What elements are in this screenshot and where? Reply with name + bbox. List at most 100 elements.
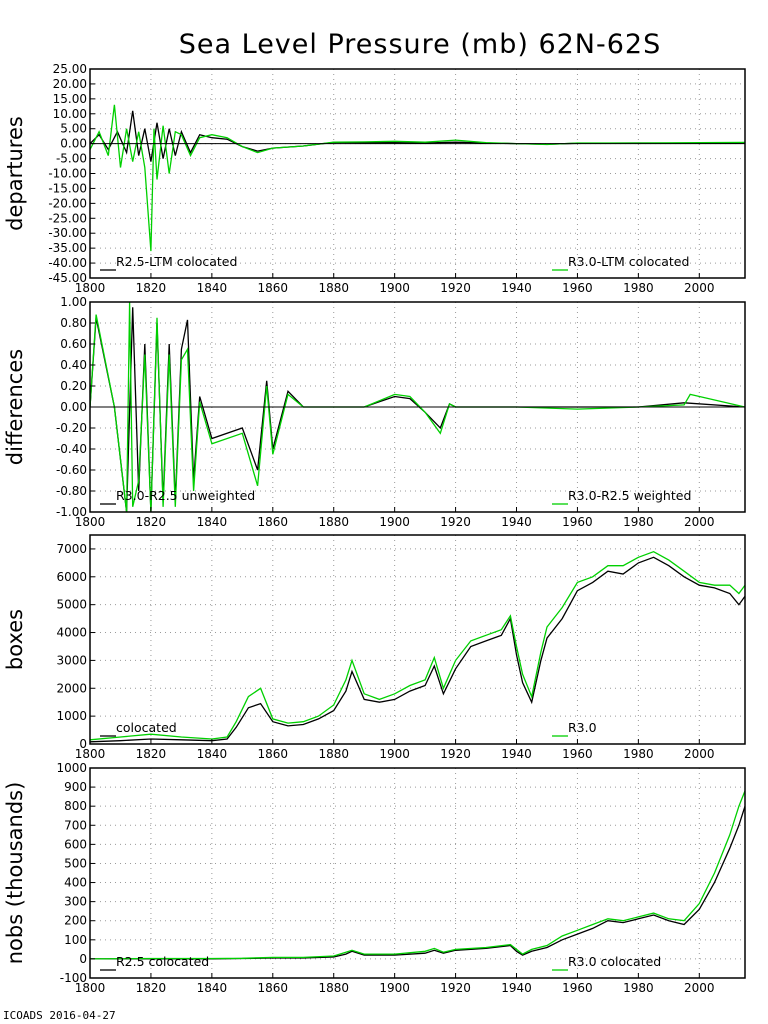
x-tick-label: 2000 xyxy=(684,515,715,529)
x-tick-label: 1980 xyxy=(623,515,654,529)
panel-differences: 1800 1820 1840 1860 1880 1900 1920 1940 1960 1980… xyxy=(3,295,746,529)
series-line-r25 xyxy=(90,307,745,512)
x-tick-label: 1900 xyxy=(379,281,410,295)
y-tick-label: -100 xyxy=(60,971,87,985)
y-tick-label: -45.00 xyxy=(48,271,87,285)
x-tick-label: 1940 xyxy=(501,747,532,761)
plot-frame xyxy=(89,534,746,745)
y-tick-label: 0.00 xyxy=(60,400,87,414)
y-tick-label: -1.00 xyxy=(56,505,87,519)
y-tick-label: -40.00 xyxy=(48,256,87,270)
x-tick-label: 1860 xyxy=(258,281,289,295)
x-tick-label: 1920 xyxy=(440,515,471,529)
y-tick-label: 10.00 xyxy=(53,107,87,121)
series-line-r30 xyxy=(90,104,745,252)
chart-panels: 1800 1820 1840 1860 1880 1900 1920 1940 1960 1980… xyxy=(3,62,746,995)
x-tick-label: 1840 xyxy=(197,515,228,529)
x-tick-label: 1880 xyxy=(318,747,349,761)
y-tick-label: 500 xyxy=(64,856,87,870)
y-tick-label: 7000 xyxy=(56,542,87,556)
y-tick-label: 0 xyxy=(79,737,87,751)
x-tick-label: 2000 xyxy=(684,747,715,761)
x-tick-label: 1960 xyxy=(562,747,593,761)
y-tick-label: 900 xyxy=(64,780,87,794)
x-tick-label: 1860 xyxy=(258,981,289,995)
y-tick-label: 400 xyxy=(64,876,87,890)
plot-frame xyxy=(89,767,746,979)
series-line-r25 xyxy=(90,556,745,743)
y-tick-label: 5.00 xyxy=(60,122,87,136)
x-tick-label: 1960 xyxy=(562,981,593,995)
x-tick-label: 1860 xyxy=(258,515,289,529)
x-tick-label: 1800 xyxy=(75,281,106,295)
y-tick-label: 0.60 xyxy=(60,337,87,351)
x-tick-label: 1980 xyxy=(623,281,654,295)
x-tick-label: 1940 xyxy=(501,281,532,295)
legend-label: R2.5 colocated xyxy=(116,954,209,969)
x-tick-label: 2000 xyxy=(684,281,715,295)
legend-label: R3.0 colocated xyxy=(568,954,661,969)
y-axis-label: differences xyxy=(3,349,27,465)
legend-label: R3.0-R2.5 weighted xyxy=(568,488,691,503)
legend-label: R3.0 xyxy=(568,720,597,735)
plot-frame xyxy=(89,68,746,279)
x-tick-label: 1880 xyxy=(318,281,349,295)
y-tick-label: 0.00 xyxy=(60,137,87,151)
x-tick-label: 1840 xyxy=(197,281,228,295)
x-tick-label: 1920 xyxy=(440,281,471,295)
y-tick-label: -0.60 xyxy=(56,463,87,477)
x-tick-label: 1960 xyxy=(562,281,593,295)
y-tick-label: 1.00 xyxy=(60,295,87,309)
y-axis-label: nobs (thousands) xyxy=(3,782,27,965)
x-tick-label: 1900 xyxy=(379,515,410,529)
x-tick-label: 1800 xyxy=(75,747,106,761)
y-tick-label: 0.20 xyxy=(60,379,87,393)
y-tick-label: 20.00 xyxy=(53,77,87,91)
y-tick-label: -0.40 xyxy=(56,442,87,456)
x-tick-label: 1940 xyxy=(501,981,532,995)
y-tick-label: 200 xyxy=(64,914,87,928)
x-tick-label: 1880 xyxy=(318,981,349,995)
x-tick-label: 1860 xyxy=(258,747,289,761)
series-line-r30 xyxy=(90,790,745,960)
y-tick-label: -20.00 xyxy=(48,196,87,210)
x-tick-label: 1940 xyxy=(501,515,532,529)
x-tick-label: 1920 xyxy=(440,981,471,995)
x-tick-label: 1840 xyxy=(197,981,228,995)
x-tick-label: 1820 xyxy=(136,281,167,295)
panel-boxes: 1800 1820 1840 1860 1880 1900 1920 1940 1960 1980… xyxy=(3,534,746,761)
x-tick-label: 1820 xyxy=(136,981,167,995)
y-axis-label: departures xyxy=(3,116,27,231)
y-tick-label: -0.80 xyxy=(56,484,87,498)
series-line-r30 xyxy=(90,550,745,741)
y-tick-label: 300 xyxy=(64,895,87,909)
footer-text: ICOADS 2016-04-27 xyxy=(3,1009,116,1022)
x-tick-label: 1800 xyxy=(75,515,106,529)
series-line-r25 xyxy=(90,110,745,162)
x-tick-label: 1920 xyxy=(440,747,471,761)
y-tick-label: -15.00 xyxy=(48,181,87,195)
panel-nobs: 1800 1820 1840 1860 1880 1900 1920 1940 1960 1980… xyxy=(3,761,746,995)
y-axis-label: boxes xyxy=(3,609,27,670)
x-tick-label: 1900 xyxy=(379,747,410,761)
x-tick-label: 1820 xyxy=(136,515,167,529)
y-tick-label: 100 xyxy=(64,933,87,947)
y-tick-label: 4000 xyxy=(56,626,87,640)
chart-title: Sea Level Pressure (mb) 62N-62S xyxy=(179,29,662,60)
x-tick-label: 1880 xyxy=(318,515,349,529)
y-tick-label: 6000 xyxy=(56,570,87,584)
x-tick-label: 1820 xyxy=(136,747,167,761)
legend-label: R3.0-LTM colocated xyxy=(568,254,689,269)
legend-label: colocated xyxy=(116,720,177,735)
y-tick-label: 0.40 xyxy=(60,358,87,372)
x-tick-label: 2000 xyxy=(684,981,715,995)
y-tick-label: 15.00 xyxy=(53,92,87,106)
y-tick-label: 2000 xyxy=(56,681,87,695)
x-tick-label: 1800 xyxy=(75,981,106,995)
x-tick-label: 1980 xyxy=(623,747,654,761)
y-tick-label: 3000 xyxy=(56,653,87,667)
y-tick-label: -25.00 xyxy=(48,211,87,225)
y-tick-label: -10.00 xyxy=(48,167,87,181)
y-tick-label: -30.00 xyxy=(48,226,87,240)
